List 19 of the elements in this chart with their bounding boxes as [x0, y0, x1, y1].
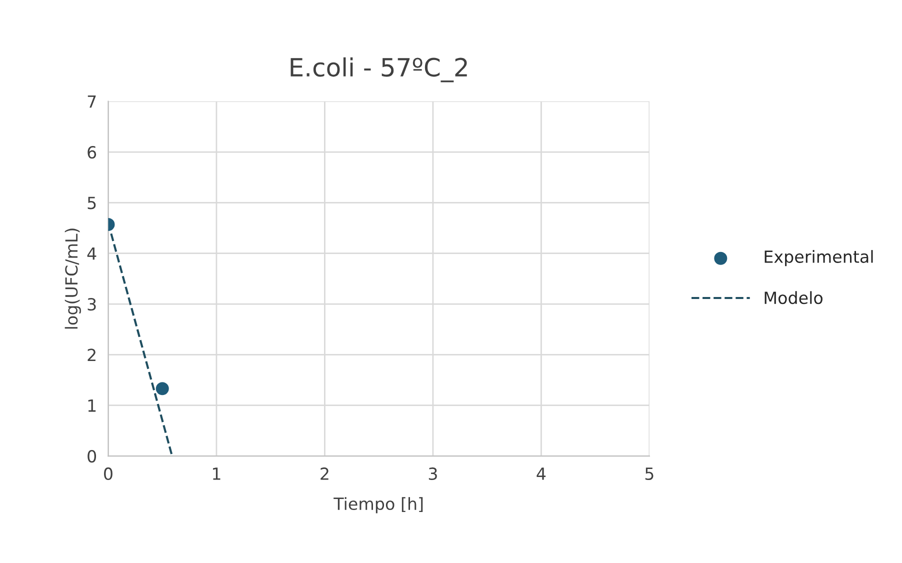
y-tick-label: 3 [88, 298, 96, 311]
y-axis-title: log(UFC/mL) [64, 228, 81, 329]
y-tick-label: 4 [87, 248, 96, 260]
legend-label: Experimental [764, 250, 873, 266]
x-tick-label: 3 [428, 467, 437, 480]
y-tick-label: 7 [88, 96, 96, 108]
x-tick-label: 4 [536, 468, 546, 480]
x-tick-label: 0 [104, 467, 112, 480]
y-tick-label: 1 [88, 400, 96, 412]
chart-title: E.coli - 57ºC_2 [290, 57, 467, 82]
y-tick-label: 6 [88, 146, 96, 159]
x-tick-label: 2 [320, 467, 328, 480]
x-tick-label: 5 [645, 468, 654, 480]
y-tick-label: 2 [88, 348, 96, 362]
x-tick-label: 1 [213, 468, 220, 480]
y-tick-label: 0 [88, 450, 96, 463]
x-axis-title: Tiempo [h] [334, 497, 423, 514]
legend-label: Modelo [764, 291, 822, 304]
y-tick-label: 5 [88, 196, 96, 210]
